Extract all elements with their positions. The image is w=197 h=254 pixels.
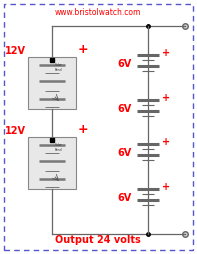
Text: +: + bbox=[162, 137, 170, 147]
Text: 12V: 12V bbox=[5, 46, 26, 56]
Text: 6V: 6V bbox=[118, 59, 132, 69]
Text: Solar
Panel: Solar Panel bbox=[55, 63, 63, 71]
Text: 6V: 6V bbox=[118, 193, 132, 202]
Text: 12V: 12V bbox=[5, 125, 26, 135]
Text: +: + bbox=[162, 92, 170, 102]
Text: 6V: 6V bbox=[118, 103, 132, 113]
Text: +: + bbox=[78, 122, 89, 135]
Text: 6V: 6V bbox=[118, 148, 132, 158]
Text: +: + bbox=[78, 43, 89, 56]
Text: +: + bbox=[162, 47, 170, 58]
Bar bbox=[28, 58, 76, 109]
Text: Solar
Panel: Solar Panel bbox=[55, 142, 63, 151]
Text: Output 24 volts: Output 24 volts bbox=[55, 234, 141, 244]
Text: www.bristolwatch.com: www.bristolwatch.com bbox=[55, 8, 141, 17]
Bar bbox=[28, 137, 76, 189]
Text: +: + bbox=[162, 182, 170, 192]
